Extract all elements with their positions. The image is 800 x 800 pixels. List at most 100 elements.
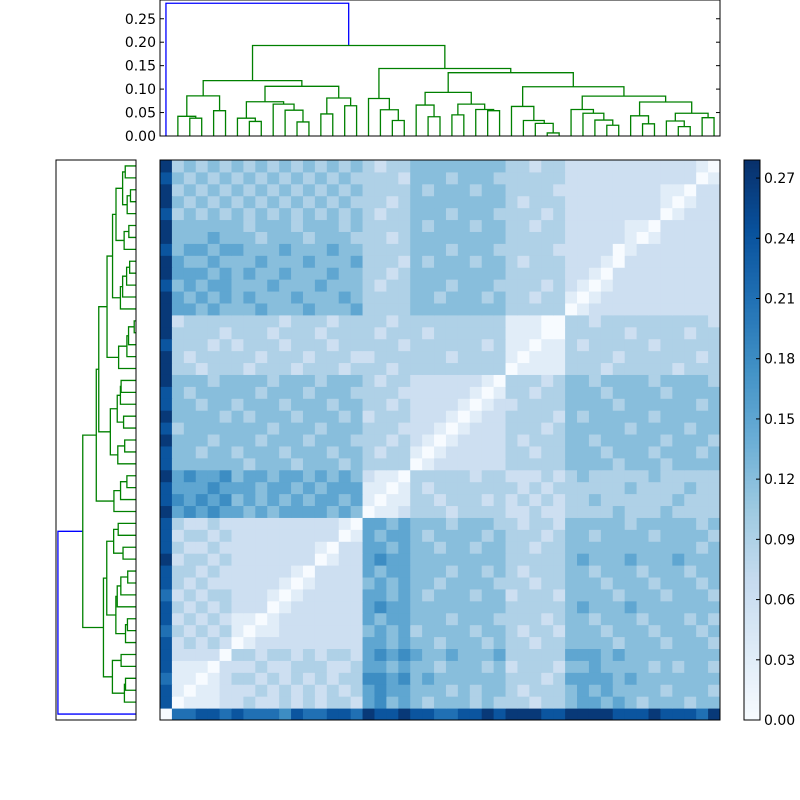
heatmap-cell: [243, 434, 256, 447]
heatmap-cell: [696, 386, 709, 399]
heatmap-cell: [517, 195, 530, 209]
heatmap-cell: [183, 207, 197, 221]
heatmap-cell: [410, 302, 423, 316]
heatmap-cell: [457, 231, 471, 244]
heatmap-cell: [457, 267, 471, 280]
heatmap-cell: [434, 291, 447, 304]
heatmap-cell: [648, 219, 661, 232]
heatmap-cell: [577, 195, 590, 209]
heatmap-cell: [505, 195, 518, 209]
heatmap-cell: [267, 696, 280, 709]
heatmap-cell: [553, 362, 566, 375]
heatmap-cell: [588, 565, 602, 578]
heatmap-cell: [350, 267, 364, 280]
heatmap-cell: [445, 195, 459, 209]
heatmap-cell: [434, 338, 447, 352]
heatmap-cell: [493, 267, 507, 280]
heatmap-cell: [374, 469, 387, 483]
heatmap-cell: [529, 183, 542, 197]
heatmap-cell: [672, 314, 685, 328]
heatmap-cell: [708, 338, 721, 352]
heatmap-cell: [517, 445, 530, 459]
heatmap-cell: [422, 612, 435, 626]
heatmap-cell: [195, 648, 209, 661]
dendrogram-link: [106, 255, 119, 358]
colorbar-gradient-segment: [744, 596, 760, 601]
heatmap-cell: [195, 529, 209, 542]
heatmap-cell: [588, 207, 602, 221]
heatmap-cell: [505, 672, 518, 685]
heatmap-cell: [505, 374, 518, 387]
heatmap-cell: [338, 469, 352, 483]
heatmap-cell: [160, 517, 173, 530]
heatmap-cell: [481, 314, 495, 328]
heatmap-cell: [422, 219, 435, 232]
heatmap-cell: [660, 672, 673, 685]
heatmap-cell: [588, 434, 602, 447]
heatmap-cell: [314, 600, 328, 614]
colorbar-gradient-segment: [744, 668, 760, 673]
heatmap-cell: [422, 434, 435, 447]
heatmap-cell: [481, 362, 495, 375]
heatmap-cell: [243, 565, 256, 578]
colorbar-gradient-segment: [744, 480, 760, 485]
heatmap-cell: [636, 231, 650, 244]
heatmap-cell: [577, 267, 590, 280]
heatmap-cell: [648, 302, 661, 316]
heatmap-cell: [696, 350, 709, 364]
heatmap-cell: [648, 434, 661, 447]
heatmap-cell: [600, 267, 614, 280]
heatmap-cell: [624, 648, 638, 661]
heatmap-cell: [219, 529, 232, 542]
heatmap-cell: [493, 338, 507, 352]
heatmap-cell: [612, 291, 626, 304]
heatmap-cell: [422, 183, 435, 197]
heatmap-cell: [517, 386, 530, 399]
heatmap-cell: [565, 350, 578, 364]
heatmap-cell: [338, 493, 352, 507]
heatmap-cell: [267, 422, 280, 435]
heatmap-cell: [648, 350, 661, 364]
heatmap-cell: [612, 624, 626, 638]
heatmap-cell: [481, 529, 495, 542]
heatmap-cell: [291, 338, 304, 352]
heatmap-cell: [600, 469, 614, 483]
heatmap-cell: [350, 588, 364, 602]
heatmap-cell: [171, 469, 185, 483]
heatmap-cell: [410, 279, 423, 292]
heatmap-cell: [577, 648, 590, 661]
heatmap-cell: [207, 648, 221, 661]
heatmap-cell: [517, 588, 530, 602]
dendrogram-link: [106, 540, 116, 616]
heatmap-cell: [684, 422, 697, 435]
heatmap-cell: [493, 457, 507, 471]
heatmap-cell: [541, 505, 554, 518]
heatmap-cell: [600, 374, 614, 387]
heatmap-cell: [588, 231, 602, 244]
dendrogram-link: [119, 481, 136, 501]
heatmap-cell: [171, 624, 185, 638]
heatmap-cell: [445, 600, 459, 614]
dendrogram-link: [427, 116, 441, 136]
heatmap-cell: [219, 434, 232, 447]
heatmap-cell: [636, 243, 650, 256]
heatmap-cell: [434, 160, 447, 173]
heatmap-cell: [410, 362, 423, 375]
heatmap-cell: [457, 684, 471, 697]
y-tick-label: 0.10: [125, 82, 156, 98]
dendrogram-link: [510, 105, 535, 136]
heatmap-cell: [553, 386, 566, 399]
left-dendrogram: [55, 159, 137, 721]
heatmap-cell: [422, 660, 435, 673]
heatmap-cell: [398, 684, 411, 697]
heatmap-cell: [612, 183, 626, 197]
heatmap-cell: [612, 195, 626, 209]
heatmap-cell: [207, 207, 221, 221]
heatmap-cell: [588, 457, 602, 471]
heatmap-cell: [660, 326, 673, 340]
heatmap-cell: [636, 386, 650, 399]
heatmap-cell: [588, 541, 602, 554]
heatmap-cell: [469, 243, 483, 256]
heatmap-cell: [362, 696, 375, 709]
heatmap-cell: [410, 612, 423, 626]
